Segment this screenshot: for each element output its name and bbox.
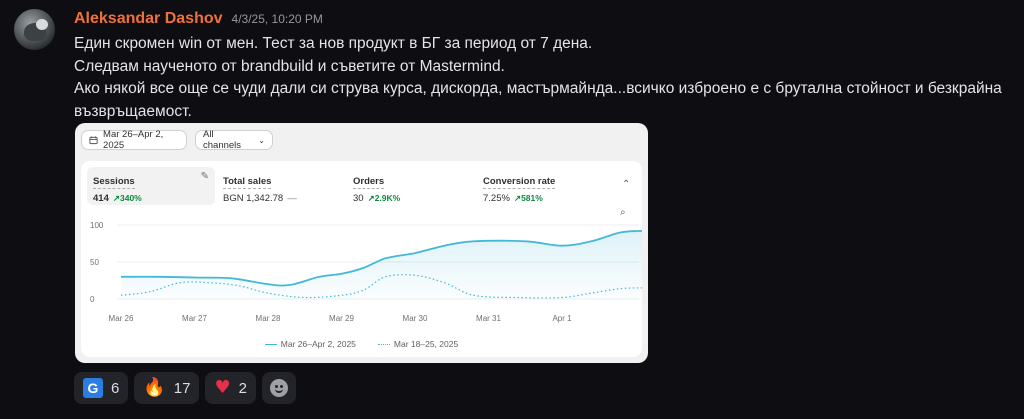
calendar-icon: [89, 136, 98, 145]
date-range-label: Mar 26–Apr 2, 2025: [103, 129, 164, 151]
metric-conversion-rate: Conversion rate 7.25% ↗581%: [477, 167, 605, 205]
message-line: Следвам наученото от brandbuild и съвети…: [74, 57, 505, 75]
legend-label: Mar 26–Apr 2, 2025: [280, 339, 356, 349]
channel-filter: All channels ⌄: [195, 129, 273, 151]
y-tick-label: 0: [90, 295, 95, 304]
chevron-up-icon: ⌃: [622, 179, 631, 190]
metric-label: Orders: [353, 176, 385, 189]
smiley-icon: [269, 379, 288, 397]
message-timestamp: 4/3/25, 10:20 PM: [231, 12, 323, 26]
legend-label: Mar 18–25, 2025: [393, 339, 459, 349]
reaction-count: 6: [111, 379, 120, 397]
metric-total-sales: Total sales BGN 1,342.78 —: [217, 167, 345, 205]
x-tick-label: Mar 29: [329, 314, 354, 323]
metric-value: 7.25%: [483, 193, 510, 204]
channel-filter-label: All channels: [203, 129, 242, 151]
metric-orders: Orders 30 ↗2.9K%: [347, 167, 475, 205]
image-attachment[interactable]: Mar 26–Apr 2, 2025 All channels ⌄ Sessio…: [75, 123, 648, 363]
metric-sessions: Sessions ✎ 414 ↗340%: [87, 167, 215, 205]
message-line: възвръщаемост.: [74, 102, 192, 120]
metric-value: 414: [93, 193, 109, 204]
metric-delta: 581%: [521, 193, 543, 203]
reaction-heart[interactable]: ♥ 2: [205, 372, 256, 404]
message-header: Aleksandar Dashov 4/3/25, 10:20 PM: [74, 10, 323, 28]
pencil-icon: ✎: [200, 171, 209, 182]
y-tick-label: 100: [90, 221, 104, 230]
x-tick-label: Mar 30: [403, 314, 428, 323]
arrow-up-icon: ↗: [367, 193, 375, 203]
arrow-up-icon: ↗: [513, 193, 522, 203]
user-avatar[interactable]: [14, 9, 55, 50]
metric-label: Total sales: [223, 176, 272, 189]
series-area: [121, 230, 642, 299]
legend-item-current: Mar 26–Apr 2, 2025: [264, 339, 356, 349]
reactions-bar: G 6 🔥 17 ♥ 2: [74, 372, 296, 404]
metric-label: Sessions: [93, 176, 135, 189]
metric-delta: 2.9K%: [374, 193, 401, 203]
x-tick-label: Mar 31: [476, 314, 501, 323]
x-tick-label: Mar 28: [256, 314, 281, 323]
series-line-current: [120, 230, 642, 287]
date-range-picker: Mar 26–Apr 2, 2025: [81, 129, 187, 151]
reaction-fire[interactable]: 🔥 17: [134, 372, 200, 404]
metric-label: Conversion rate: [483, 176, 556, 189]
chevron-down-icon: ⌄: [258, 135, 265, 145]
metric-delta: 340%: [119, 193, 142, 203]
reaction-g[interactable]: G 6: [74, 372, 129, 404]
zoom-icon: ⌕: [620, 207, 626, 218]
heart-icon: ♥: [214, 377, 231, 398]
chart-legend: Mar 26–Apr 2, 2025 Mar 18–25, 2025: [81, 339, 642, 349]
fire-icon: 🔥: [143, 377, 166, 398]
author-name[interactable]: Aleksandar Dashov: [74, 10, 223, 27]
arrow-up-icon: ↗: [112, 193, 120, 203]
g-emoji-icon: G: [83, 378, 103, 398]
add-reaction-button[interactable]: [261, 372, 296, 404]
legend-item-previous: Mar 18–25, 2025: [377, 339, 459, 349]
x-tick-label: Apr 1: [552, 314, 572, 323]
message-body: Един скромен win от мен. Тест за нов про…: [74, 33, 1024, 123]
reaction-count: 17: [173, 379, 191, 397]
y-tick-label: 50: [90, 258, 99, 267]
message-line: Един скромен win от мен. Тест за нов про…: [74, 35, 593, 52]
metric-value: 30: [353, 193, 364, 204]
metric-value: BGN 1,342.78: [223, 193, 284, 204]
reaction-count: 2: [238, 379, 247, 397]
x-tick-label: Mar 26: [109, 314, 134, 323]
metric-delta: —: [287, 193, 297, 204]
x-tick-label: Mar 27: [182, 314, 207, 323]
analytics-panel: Sessions ✎ 414 ↗340% Total sales BGN 1,3…: [81, 161, 642, 357]
message-line: Ако някой все още се чуди дали си струва…: [74, 80, 1002, 97]
sessions-chart: 100 50 0 Mar 26 Mar 27 Mar 28 Mar 29 Mar 30 Mar…: [90, 221, 642, 323]
